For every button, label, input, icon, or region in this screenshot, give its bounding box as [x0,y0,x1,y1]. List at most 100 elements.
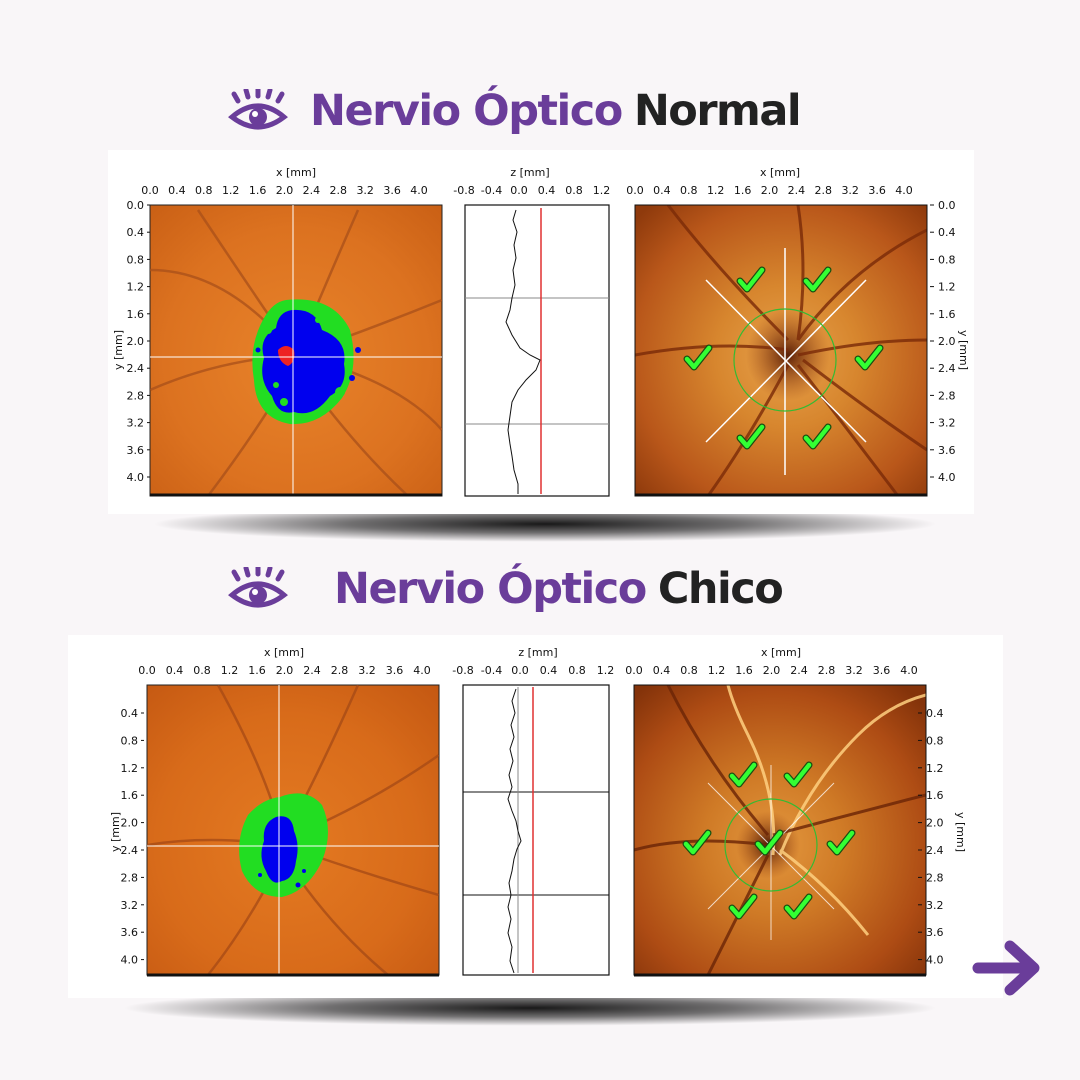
y-tick-label: 0.4 [938,226,956,239]
x-tick-label: 2.4 [303,664,321,677]
x-tick-label: 2.0 [761,184,779,197]
y-tick-label: 0.8 [127,253,145,266]
section-title-normal: Nervio Óptico Normal [228,86,802,136]
y-tick-label: 3.2 [926,899,944,912]
x-tick-label: 1.6 [248,664,266,677]
x-axis-label: x [mm] [276,166,316,179]
z-tick-label: 0.0 [510,184,528,197]
x-tick-label: 4.0 [900,664,918,677]
x-tick-label: 1.2 [708,664,726,677]
x-tick-label: 0.4 [168,184,186,197]
cup-area [262,309,345,414]
y-tick-label: 0.4 [127,226,145,239]
x-tick-label: 4.0 [410,184,428,197]
normal-figure: x [mm] z [mm] x [mm] y [mm] y [mm] 0.0 0.… [112,166,970,497]
x-tick-label: 0.0 [626,184,644,197]
y-tick-label: 1.6 [121,789,139,802]
y-tick-label: 1.2 [121,762,139,775]
y-tick-label: 2.4 [127,362,145,375]
x-tick-label: 0.8 [195,184,213,197]
y-tick-label: 3.6 [127,444,145,457]
y-tick-label: 2.8 [938,389,956,402]
depth-profile-normal [464,204,610,497]
x-tick-label: 0.4 [166,664,184,677]
y-tick-label: 2.0 [926,817,944,830]
x-tick-label: 2.0 [276,184,294,197]
y-tick-label: 2.8 [926,871,944,884]
x-axis-label: x [mm] [264,646,304,659]
y-tick-label: 3.2 [121,899,139,912]
x-tick-label: 0.8 [680,184,698,197]
x-tick-label: 2.8 [330,184,348,197]
x-tick-label: 3.2 [841,184,859,197]
y-tick-label: 0.4 [121,707,139,720]
z-tick-label: 0.8 [568,664,586,677]
x-tick-label: 2.8 [331,664,349,677]
title-accent: Nervio Óptico [310,86,623,136]
x-tick-label: 2.4 [790,664,808,677]
y-tick-label: 4.0 [121,954,139,967]
fundus-image-normal [149,204,443,497]
y-tick-label: 1.6 [938,308,956,321]
x-tick-label: 3.6 [383,184,401,197]
y-tick-label: 2.4 [938,362,956,375]
x-tick-label: 1.2 [707,184,725,197]
z-tick-label: -0.4 [481,184,502,197]
x-tick-label: 0.8 [680,664,698,677]
y-axis-label: y [mm] [112,330,125,370]
z-tick-label: 0.8 [565,184,583,197]
x-tick-label: 3.2 [358,664,376,677]
x-tick-label: 2.0 [276,664,294,677]
z-tick-label: 0.4 [538,184,556,197]
y-tick-label: 0.8 [121,734,139,747]
x-tick-label: 1.6 [735,664,753,677]
x-tick-label: 3.6 [386,664,404,677]
eye-icon [228,567,288,608]
fundus-image-chico [146,684,440,977]
x-tick-label: 1.6 [734,184,752,197]
title-rest: Chico [657,564,784,614]
x-tick-label: 0.8 [193,664,211,677]
z-tick-label: -0.4 [481,664,502,677]
panel-chico: x [mm] z [mm] x [mm] y [mm] y [mm] 0.0 0.… [68,635,1003,998]
z-tick-label: 0.4 [540,664,558,677]
z-axis-label: z [mm] [510,166,549,179]
x-tick-label: 2.8 [818,664,836,677]
depth-profile-line [507,688,522,974]
y-tick-label: 3.6 [926,926,944,939]
x-tick-label: 0.0 [141,184,159,197]
title-rest: Normal [633,86,802,136]
y-tick-label: 2.0 [938,335,956,348]
y-tick-label: 3.6 [121,926,139,939]
x-tick-label: 1.2 [222,184,240,197]
y-tick-label: 2.8 [127,389,145,402]
y-tick-label: 3.2 [938,417,956,430]
y-tick-label: 2.4 [121,844,139,857]
y-tick-label: 3.2 [127,417,145,430]
ir-image-normal [634,204,928,497]
x-tick-label: 3.2 [356,184,374,197]
title-accent: Nervio Óptico [334,564,647,614]
y-axis-label: y [mm] [109,812,122,852]
y-tick-label: 4.0 [926,954,944,967]
cup-peak [278,346,295,366]
x-tick-label: 0.4 [653,664,671,677]
tick-labels: 0.0 0.0 0.4 0.4 0.8 0.8 1.2 1.2 1.6 1.6 2.0 2.0 2.4 2… [127,184,956,484]
depth-profile-chico [462,684,610,976]
x-tick-label: 3.2 [845,664,863,677]
x-tick-label: 4.0 [895,184,913,197]
x-tick-label: 4.0 [413,664,431,677]
y-tick-label: 2.0 [121,817,139,830]
z-tick-label: -0.8 [453,184,474,197]
arrow-right-icon[interactable] [972,938,1044,998]
cup-area [261,816,298,883]
x-axis-label: x [mm] [760,166,800,179]
x-tick-label: 0.0 [138,664,156,677]
ir-image-chico [633,684,927,977]
y-tick-label: 4.0 [938,471,956,484]
y-tick-label: 2.0 [127,335,145,348]
x-tick-label: 1.6 [249,184,267,197]
x-tick-label: 2.8 [815,184,833,197]
x-tick-label: 2.0 [763,664,781,677]
z-axis-label: z [mm] [518,646,557,659]
